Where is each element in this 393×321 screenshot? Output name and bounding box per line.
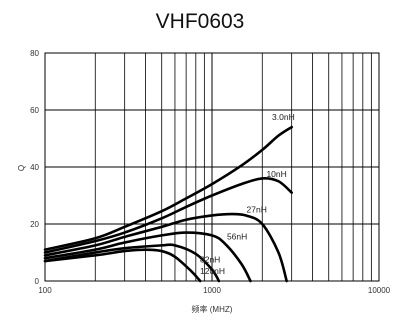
series-label: 27nH (247, 205, 267, 215)
series-labels: 3.0nH 10nH 27nH 56nH 82nH 120nH (200, 112, 295, 276)
series-line (43, 212, 288, 283)
y-tick-label: 40 (30, 163, 39, 172)
series-line (43, 125, 293, 251)
y-axis-label: Q (17, 165, 26, 171)
x-tick-label: 100 (38, 286, 52, 295)
series-line (43, 243, 221, 283)
series-label: 82nH (200, 254, 220, 264)
series-lines (43, 125, 293, 283)
y-tick-labels: 0 20 40 60 80 (30, 49, 39, 286)
series-line (43, 248, 202, 283)
series-label: 120nH (200, 266, 225, 276)
x-axis-label: 频率 (MHZ) (192, 304, 233, 314)
y-tick-label: 80 (30, 49, 39, 58)
y-tick-label: 0 (35, 277, 40, 286)
chart-title: VHF0603 (156, 10, 245, 33)
plot-frame (44, 52, 380, 282)
x-tick-labels: 100 1000 10000 (38, 286, 390, 295)
x-tick-label: 1000 (203, 286, 221, 295)
y-tick-label: 60 (30, 106, 39, 115)
series-label: 10nH (266, 169, 286, 179)
series-label: 3.0nH (272, 112, 295, 122)
x-tick-label: 10000 (368, 286, 391, 295)
series-line (43, 231, 252, 283)
grid (44, 52, 380, 282)
y-tick-label: 20 (30, 220, 39, 229)
series-label: 56nH (227, 232, 247, 242)
series-line (43, 176, 293, 254)
